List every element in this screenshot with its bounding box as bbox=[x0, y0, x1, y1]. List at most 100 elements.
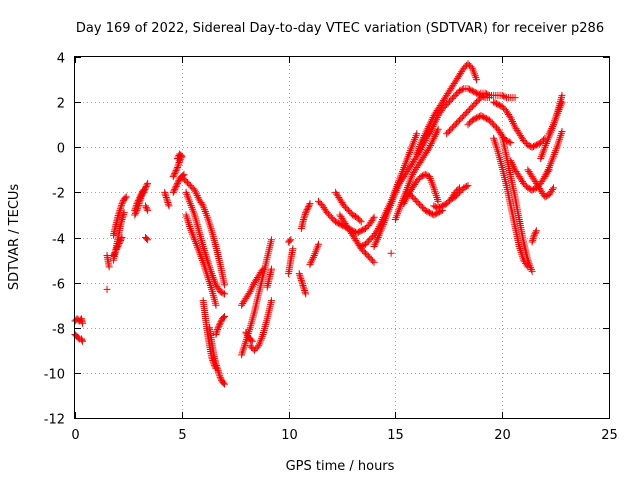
data-point bbox=[250, 346, 258, 354]
data-point bbox=[461, 183, 469, 191]
data-point bbox=[302, 209, 310, 217]
data-point bbox=[207, 225, 215, 233]
data-point bbox=[478, 92, 486, 100]
data-point bbox=[185, 221, 193, 229]
data-point bbox=[364, 237, 372, 245]
data-point bbox=[532, 141, 540, 149]
data-point bbox=[327, 213, 335, 221]
data-point bbox=[434, 204, 442, 212]
data-point bbox=[178, 173, 186, 181]
data-point bbox=[142, 203, 150, 211]
data-point bbox=[218, 288, 226, 296]
data-point bbox=[558, 98, 566, 106]
x-tick-label: 20 bbox=[494, 428, 511, 443]
data-point bbox=[432, 129, 440, 137]
data-point bbox=[556, 133, 564, 141]
data-point bbox=[549, 184, 557, 192]
data-point bbox=[142, 182, 150, 190]
data-point bbox=[361, 224, 369, 232]
data-point bbox=[120, 210, 128, 218]
data-point bbox=[461, 110, 469, 118]
data-point bbox=[421, 206, 429, 214]
data-point bbox=[191, 186, 199, 194]
data-point bbox=[369, 257, 377, 265]
data-point bbox=[74, 334, 82, 342]
data-point bbox=[136, 196, 144, 204]
data-point bbox=[366, 254, 374, 262]
data-point bbox=[171, 170, 179, 178]
data-point bbox=[474, 97, 482, 105]
data-point bbox=[217, 318, 225, 326]
data-point bbox=[164, 199, 172, 207]
data-point bbox=[418, 203, 426, 211]
data-point bbox=[249, 282, 257, 290]
data-point bbox=[165, 202, 173, 210]
data-point bbox=[171, 168, 179, 176]
data-point bbox=[401, 198, 409, 206]
data-point bbox=[344, 206, 352, 214]
data-point bbox=[301, 288, 309, 296]
data-point bbox=[136, 198, 144, 206]
data-point bbox=[451, 121, 459, 129]
data-point bbox=[471, 100, 479, 108]
data-point bbox=[316, 199, 324, 207]
data-point bbox=[429, 122, 437, 130]
data-point bbox=[248, 284, 256, 292]
data-point bbox=[306, 200, 314, 208]
data-point bbox=[241, 341, 249, 349]
data-point bbox=[188, 183, 196, 191]
data-point bbox=[475, 95, 483, 103]
data-point bbox=[300, 215, 308, 223]
data-point bbox=[549, 122, 557, 130]
data-point bbox=[528, 267, 536, 275]
data-point bbox=[115, 210, 123, 218]
data-point bbox=[183, 213, 191, 221]
data-point bbox=[359, 226, 367, 234]
data-point bbox=[141, 184, 149, 192]
data-points bbox=[71, 60, 566, 388]
data-point bbox=[387, 249, 395, 257]
data-point bbox=[171, 184, 179, 192]
data-point bbox=[78, 336, 86, 344]
data-point bbox=[468, 116, 476, 124]
data-point bbox=[530, 142, 538, 150]
data-point bbox=[402, 196, 410, 204]
data-point bbox=[508, 118, 516, 126]
data-point bbox=[487, 118, 495, 126]
data-point bbox=[528, 186, 536, 194]
data-point bbox=[162, 192, 170, 200]
data-point bbox=[455, 116, 463, 124]
data-point bbox=[424, 208, 432, 216]
data-point bbox=[420, 133, 428, 141]
data-point bbox=[488, 119, 496, 127]
data-point bbox=[490, 121, 498, 129]
data-point bbox=[411, 196, 419, 204]
data-point bbox=[170, 187, 178, 195]
data-point bbox=[221, 290, 229, 298]
chart-title: Day 169 of 2022, Sidereal Day-to-day VTE… bbox=[76, 21, 604, 36]
y-tick-label: -6 bbox=[52, 278, 65, 293]
data-point bbox=[406, 190, 414, 198]
data-point bbox=[112, 246, 120, 254]
data-point bbox=[480, 93, 488, 101]
data-point bbox=[144, 179, 152, 187]
data-point bbox=[470, 101, 478, 109]
data-point bbox=[414, 176, 422, 184]
data-point bbox=[342, 203, 350, 211]
data-point bbox=[173, 181, 181, 189]
y-tick-label: -2 bbox=[52, 187, 65, 202]
data-point bbox=[507, 157, 515, 165]
grid bbox=[75, 57, 609, 418]
data-point bbox=[373, 235, 381, 243]
data-point bbox=[110, 250, 118, 258]
y-tick-label: -8 bbox=[52, 323, 65, 338]
data-point bbox=[119, 212, 127, 220]
data-point bbox=[532, 228, 540, 236]
data-point bbox=[493, 100, 501, 108]
data-point bbox=[326, 212, 334, 220]
data-point bbox=[309, 255, 317, 263]
data-point bbox=[144, 236, 152, 244]
data-point bbox=[427, 126, 435, 134]
data-point bbox=[308, 257, 316, 265]
